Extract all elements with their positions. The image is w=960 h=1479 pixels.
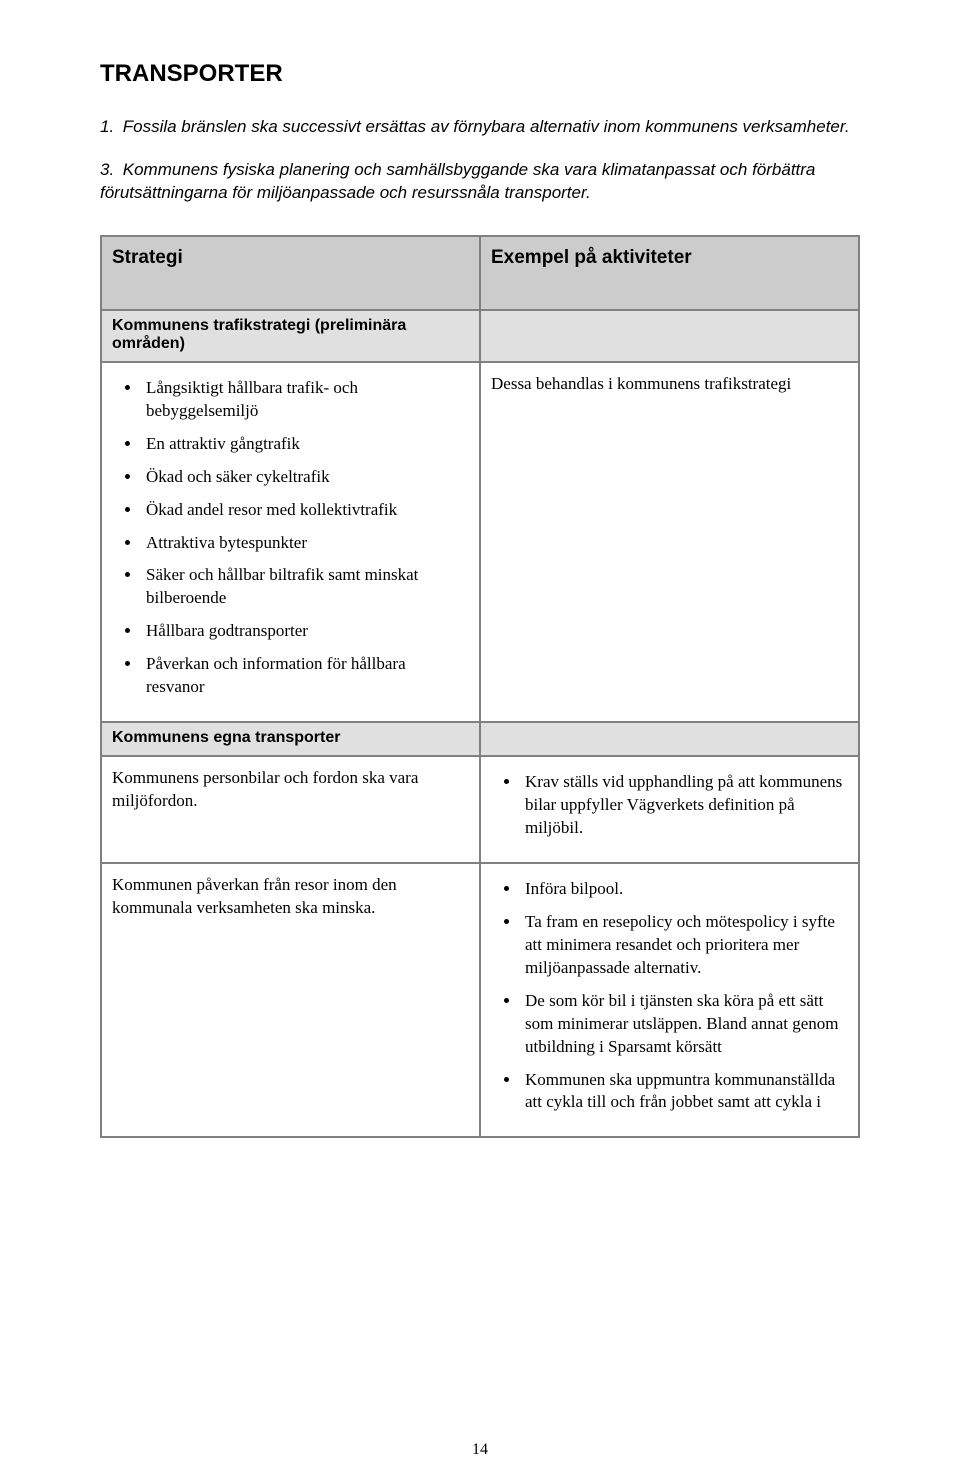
section-traffic-label: Kommunens trafikstrategi (preliminära om… xyxy=(102,311,479,361)
traffic-examples-cell: Dessa behandlas i kommunens trafikstrate… xyxy=(480,362,859,722)
page-title: TRANSPORTER xyxy=(100,60,860,88)
section-own-label: Kommunens egna transporter xyxy=(102,723,479,755)
list-item: Långsiktigt hållbara trafik- och bebygge… xyxy=(142,377,467,423)
section-own-label-cell: Kommunens egna transporter xyxy=(101,722,480,756)
document-page: TRANSPORTER 1. Fossila bränslen ska succ… xyxy=(0,0,960,1479)
list-item: Införa bilpool. xyxy=(521,878,846,901)
strategy-table: Strategi Exempel på aktiviteter Kommunen… xyxy=(100,235,860,1139)
list-item: Påverkan och information för hållbara re… xyxy=(142,653,467,699)
traffic-note-text: Dessa behandlas i kommunens trafikstrate… xyxy=(481,363,858,408)
own-row2-strategy-cell: Kommunen påverkan från resor inom den ko… xyxy=(101,863,480,1137)
traffic-body-row: Långsiktigt hållbara trafik- och bebygge… xyxy=(101,362,859,722)
traffic-bullet-list: Långsiktigt hållbara trafik- och bebygge… xyxy=(112,377,467,699)
table-header-row: Strategi Exempel på aktiviteter xyxy=(101,236,859,310)
section-traffic-empty xyxy=(480,310,859,362)
section-row-own: Kommunens egna transporter xyxy=(101,722,859,756)
list-item: Ta fram en resepolicy och mötespolicy i … xyxy=(521,911,846,980)
list-item: Kommunen ska uppmuntra kommunanställda a… xyxy=(521,1069,846,1115)
col-header-examples-text: Exempel på aktiviteter xyxy=(481,237,858,309)
list-item: Ökad och säker cykeltrafik xyxy=(142,466,467,489)
own-row1-left-text: Kommunens personbilar och fordon ska var… xyxy=(102,757,479,825)
col-header-strategy: Strategi xyxy=(101,236,480,310)
section-traffic-label-cell: Kommunens trafikstrategi (preliminära om… xyxy=(101,310,480,362)
section-row-traffic: Kommunens trafikstrategi (preliminära om… xyxy=(101,310,859,362)
page-number: 14 xyxy=(0,1441,960,1459)
own-row1-strategy-cell: Kommunens personbilar och fordon ska var… xyxy=(101,756,480,863)
intro-num-1: 1. xyxy=(100,116,118,139)
intro-text-1: Fossila bränslen ska successivt ersättas… xyxy=(123,117,850,136)
list-item: Ökad andel resor med kollektivtrafik xyxy=(142,499,467,522)
intro-block: 1. Fossila bränslen ska successivt ersät… xyxy=(100,116,860,205)
list-item: En attraktiv gångtrafik xyxy=(142,433,467,456)
intro-item-1: 1. Fossila bränslen ska successivt ersät… xyxy=(100,116,860,139)
own-row-2: Kommunen påverkan från resor inom den ko… xyxy=(101,863,859,1137)
col-header-strategy-text: Strategi xyxy=(102,237,479,309)
intro-text-3: Kommunens fysiska planering och samhälls… xyxy=(100,160,815,202)
own-row-1: Kommunens personbilar och fordon ska var… xyxy=(101,756,859,863)
intro-num-3: 3. xyxy=(100,159,118,182)
section-own-empty xyxy=(480,722,859,756)
list-item: De som kör bil i tjänsten ska köra på et… xyxy=(521,990,846,1059)
own-row2-left-text: Kommunen påverkan från resor inom den ko… xyxy=(102,864,479,932)
own-row1-examples-cell: Krav ställs vid upphandling på att kommu… xyxy=(480,756,859,863)
list-item: Krav ställs vid upphandling på att kommu… xyxy=(521,771,846,840)
own-row2-bullets: Införa bilpool. Ta fram en resepolicy oc… xyxy=(491,878,846,1114)
list-item: Säker och hållbar biltrafik samt minskat… xyxy=(142,564,467,610)
col-header-examples: Exempel på aktiviteter xyxy=(480,236,859,310)
list-item: Hållbara godtransporter xyxy=(142,620,467,643)
own-row1-bullets: Krav ställs vid upphandling på att kommu… xyxy=(491,771,846,840)
traffic-strategy-cell: Långsiktigt hållbara trafik- och bebygge… xyxy=(101,362,480,722)
own-row2-examples-cell: Införa bilpool. Ta fram en resepolicy oc… xyxy=(480,863,859,1137)
intro-item-3: 3. Kommunens fysiska planering och samhä… xyxy=(100,159,860,205)
list-item: Attraktiva bytespunkter xyxy=(142,532,467,555)
